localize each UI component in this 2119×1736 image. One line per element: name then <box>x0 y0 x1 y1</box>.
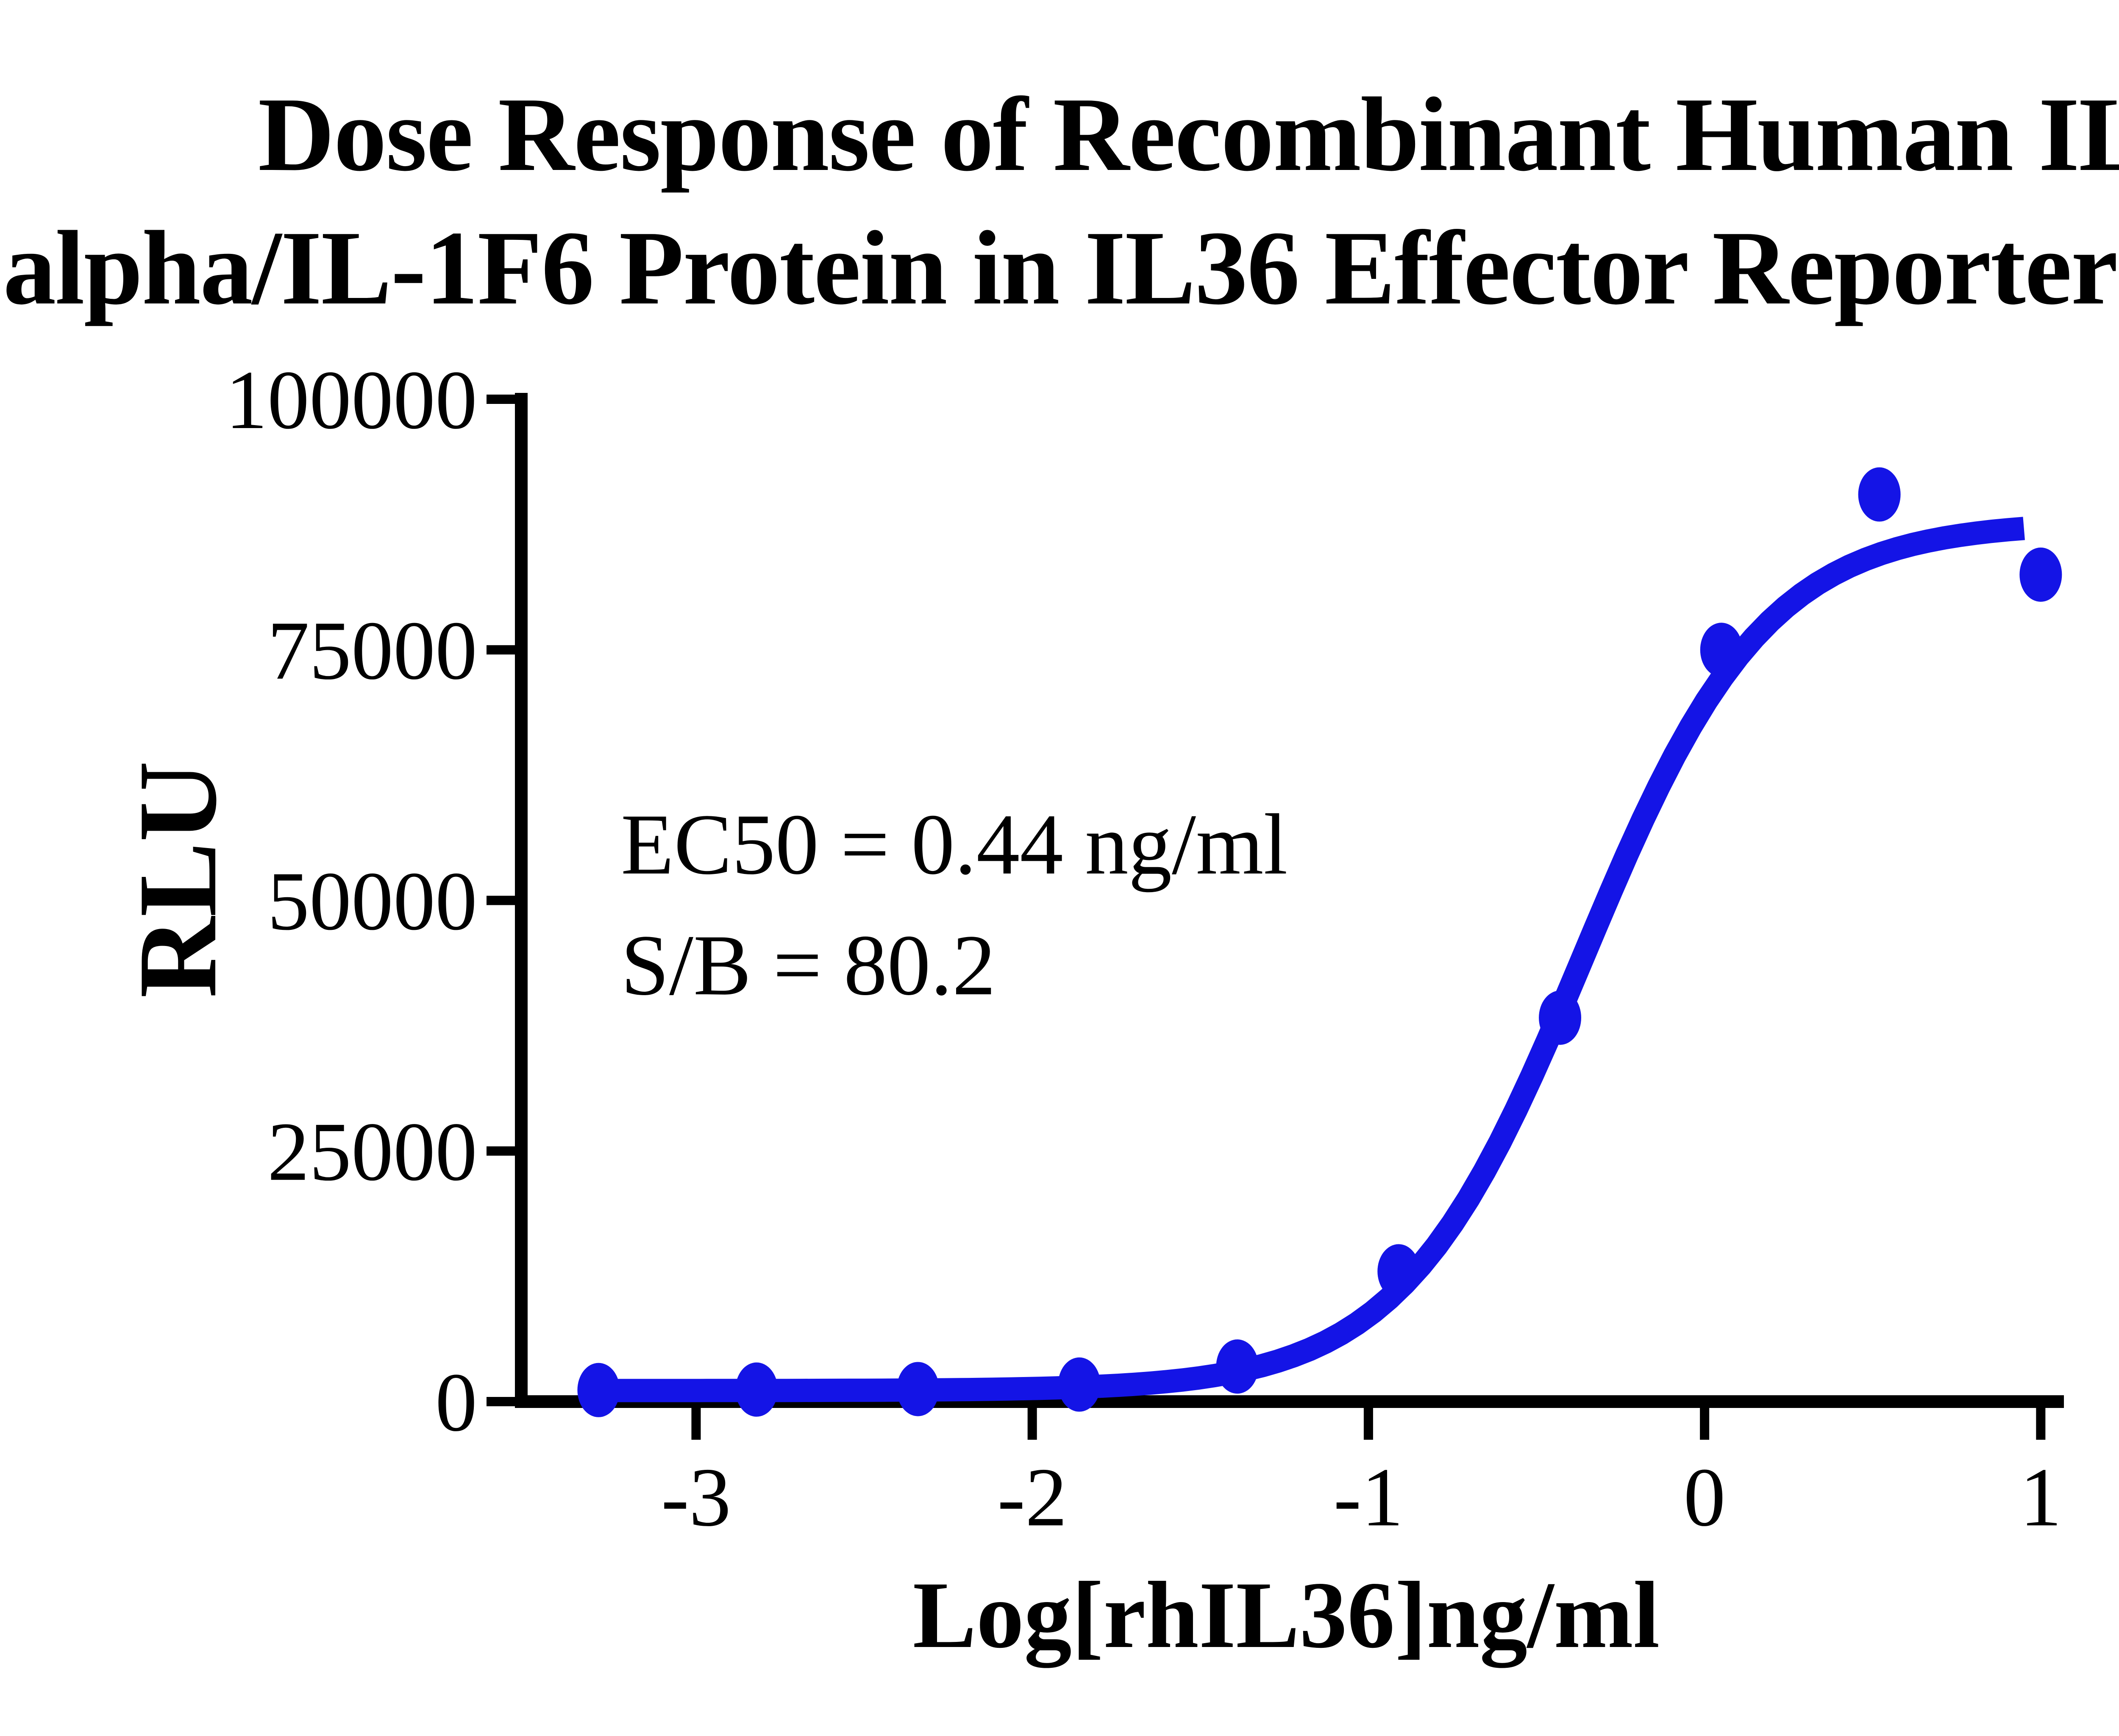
chart-title-line1: Dose Response of Recombinant Human IL-36 <box>258 76 2119 193</box>
data-point <box>1858 467 1901 522</box>
fit-curve <box>595 517 2025 1402</box>
chart-title: Dose Response of Recombinant Human IL-36… <box>0 68 2119 335</box>
y-tick-label: 75000 <box>267 604 477 697</box>
ec50-text: EC50 = 0.44 ng/ml <box>621 796 1288 893</box>
y-tick-label: 25000 <box>267 1105 477 1198</box>
chart-title-line2: alpha/IL-1F6 Protein in IL36 Effector Re… <box>3 209 2119 327</box>
fit-annotation: EC50 = 0.44 ng/ml S/B = 80.2 <box>621 784 1288 1026</box>
data-point <box>577 1363 620 1417</box>
data-point <box>1539 990 1582 1045</box>
data-point <box>896 1362 939 1416</box>
x-tick-label: 1 <box>2020 1451 2062 1544</box>
x-axis-title: Log[rhIL36]ng/ml <box>912 1562 1660 1668</box>
y-tick-label: 0 <box>435 1356 477 1449</box>
data-point <box>1216 1339 1259 1394</box>
x-tick-label: -3 <box>661 1451 731 1544</box>
x-tick-label: -1 <box>1333 1451 1403 1544</box>
y-tick-label: 50000 <box>267 855 477 948</box>
data-point <box>1377 1244 1420 1299</box>
y-tick-label: 100000 <box>225 353 477 446</box>
x-tick-label: 0 <box>1684 1451 1726 1544</box>
y-axis-title: RLU <box>116 761 240 998</box>
data-point <box>2019 547 2062 602</box>
signal-background-text: S/B = 80.2 <box>621 917 996 1013</box>
data-point <box>1058 1357 1101 1412</box>
x-tick-label: -2 <box>997 1451 1067 1544</box>
data-point <box>1700 623 1743 677</box>
data-point <box>735 1362 778 1417</box>
